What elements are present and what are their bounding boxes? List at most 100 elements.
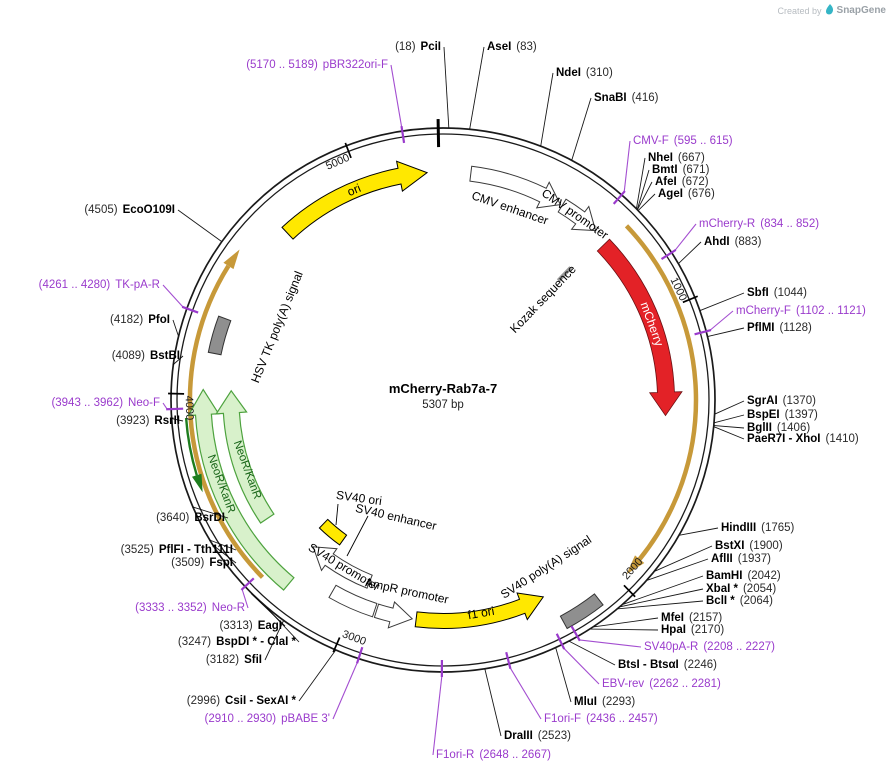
enzyme-site-label[interactable]: BspEI (1397) xyxy=(747,409,818,421)
enzyme-site-label[interactable]: (3509) FspI xyxy=(171,557,233,569)
enzyme-site-label[interactable]: BglII (1406) xyxy=(747,422,810,434)
primer-label[interactable]: (5170 .. 5189) pBR322ori-F xyxy=(246,59,388,71)
site-position: (2157) xyxy=(689,612,723,624)
enzyme-leader-line xyxy=(620,588,704,608)
feature-sv40-enhancer[interactable] xyxy=(328,584,378,618)
enzyme-site-label[interactable]: (3640) BsrDI xyxy=(156,512,225,524)
primer-site-tick xyxy=(570,625,581,642)
feature-neor-kanr-outer[interactable] xyxy=(187,388,295,591)
site-name: BamHI xyxy=(706,570,743,582)
enzyme-site-label[interactable]: (4089) BstBI xyxy=(112,350,180,362)
feature-neor-kanr-inner[interactable] xyxy=(215,389,275,524)
plasmid-name[interactable]: mCherry-Rab7a-7 xyxy=(388,381,498,396)
site-position: (416) xyxy=(631,92,659,104)
primer-label[interactable]: (3333 .. 3352) Neo-R xyxy=(135,602,245,614)
primer-site-tick xyxy=(660,248,677,261)
enzyme-site-label[interactable]: HindIII (1765) xyxy=(721,522,794,534)
enzyme-site-label[interactable]: (4505) EcoO109I xyxy=(84,204,175,216)
enzyme-site-label[interactable]: AgeI (676) xyxy=(658,188,715,200)
site-name: PciI xyxy=(420,41,441,53)
feature-sv40-promoter[interactable] xyxy=(312,546,373,589)
kozak-marker[interactable] xyxy=(556,266,573,282)
enzyme-site-label[interactable]: MluI (2293) xyxy=(574,696,635,708)
primer-label[interactable]: (4261 .. 4280) TK-pA-R xyxy=(39,279,160,291)
site-position: (3247) xyxy=(177,636,212,648)
leader-line xyxy=(335,503,339,526)
primer-label[interactable]: F1ori-R (2648 .. 2667) xyxy=(436,749,551,761)
enzyme-site-label[interactable]: (3182) SfiI xyxy=(206,654,262,666)
scale-number: 4000 xyxy=(183,395,196,420)
enzyme-leader-line xyxy=(636,169,650,210)
gene-arc-left[interactable] xyxy=(187,264,265,579)
plasmid-title-block: mCherry-Rab7a-7 5307 bp xyxy=(389,381,497,411)
enzyme-site-label[interactable]: PflMI (1128) xyxy=(747,322,812,334)
enzyme-site-label[interactable]: BstXI (1900) xyxy=(715,540,783,552)
feature-sv40-ori[interactable] xyxy=(318,518,348,546)
enzyme-leader-line xyxy=(443,46,450,128)
enzyme-site-label[interactable]: (2996) CsiI - SexAI * xyxy=(187,695,296,707)
primer-leader-line xyxy=(579,639,642,648)
enzyme-site-label[interactable]: AseI (83) xyxy=(487,41,537,53)
enzyme-site-label[interactable]: XbaI * (2054) xyxy=(706,583,776,595)
small-reverse-arrow[interactable] xyxy=(184,417,198,476)
feature-cmv-promoter[interactable] xyxy=(557,198,597,232)
enzyme-site-label[interactable]: SnaBI (416) xyxy=(594,92,658,104)
enzyme-site-label[interactable]: PaeR7I - XhoI (1410) xyxy=(747,433,859,445)
site-name: F1ori-F xyxy=(544,713,582,725)
primer-label[interactable]: mCherry-R (834 .. 852) xyxy=(699,218,819,230)
enzyme-site-label[interactable]: NdeI (310) xyxy=(556,67,613,79)
enzyme-site-label[interactable]: NheI (667) xyxy=(648,152,705,164)
site-position: (83) xyxy=(516,41,537,53)
enzyme-site-label[interactable]: SgrAI (1370) xyxy=(747,395,816,407)
site-position: (676) xyxy=(687,188,715,200)
site-name: EcoO109I xyxy=(122,204,175,216)
enzyme-site-label[interactable]: AfeI (672) xyxy=(655,176,709,188)
enzyme-site-label[interactable]: MfeI (2157) xyxy=(661,612,722,624)
enzyme-site-label[interactable]: BamHI (2042) xyxy=(706,570,781,582)
feature-cmv-enhancer[interactable] xyxy=(469,165,562,209)
feature-hsv-tk-polya[interactable] xyxy=(207,315,232,356)
feature-sv40-polya[interactable] xyxy=(559,593,604,630)
primer-label[interactable]: (2910 .. 2930) pBABE 3' xyxy=(205,713,330,725)
site-position: (2170) xyxy=(690,624,725,636)
primer-label[interactable]: F1ori-F (2436 .. 2457) xyxy=(544,713,658,725)
enzyme-site-label[interactable]: SbfI (1044) xyxy=(747,287,807,299)
feature-ori[interactable] xyxy=(281,160,429,240)
site-name: mCherry-F xyxy=(736,305,791,317)
enzyme-site-label[interactable]: (3525) PflFI - Tth111I xyxy=(121,544,233,556)
snapgene-logo-icon xyxy=(825,4,834,17)
primer-label[interactable]: (3943 .. 3962) Neo-F xyxy=(51,397,160,409)
enzyme-site-label[interactable]: BmtI (671) xyxy=(652,164,709,176)
feature-mcherry[interactable] xyxy=(596,238,683,417)
enzyme-site-label[interactable]: AhdI (883) xyxy=(704,236,761,248)
primer-label[interactable]: EBV-rev (2262 .. 2281) xyxy=(602,678,721,690)
enzyme-site-label[interactable]: DraIII (2523) xyxy=(504,730,571,742)
enzyme-site-label[interactable]: BtsI - BtsαI (2246) xyxy=(618,659,717,671)
enzyme-site-label[interactable]: (3923) RsrII xyxy=(116,415,180,427)
enzyme-leader-line xyxy=(571,97,592,161)
site-name: PflFI - Tth111I xyxy=(158,544,233,556)
primer-leader-line xyxy=(390,64,403,128)
site-position: (1900) xyxy=(749,540,783,552)
enzyme-site-label[interactable]: AflII (1937) xyxy=(711,553,771,565)
enzyme-site-label[interactable]: (3313) EagI xyxy=(219,620,282,632)
site-name: BtsI - BtsαI xyxy=(618,659,679,671)
enzyme-site-label[interactable]: HpaI (2170) xyxy=(661,624,724,636)
site-position: (883) xyxy=(734,236,762,248)
primer-label[interactable]: CMV-F (595 .. 615) xyxy=(633,135,733,147)
feature-ampr-promoter[interactable] xyxy=(373,601,414,629)
primer-label[interactable]: mCherry-F (1102 .. 1121) xyxy=(736,305,866,317)
site-position: (1128) xyxy=(779,322,812,334)
feature-f1-ori[interactable] xyxy=(414,592,545,629)
site-position: (3640) xyxy=(156,512,190,524)
enzyme-leader-line xyxy=(208,539,237,551)
enzyme-site-label[interactable]: BclI * (2064) xyxy=(706,595,773,607)
enzyme-site-label[interactable]: (3247) BspDI * - ClaI * xyxy=(178,636,296,648)
gene-arc-right[interactable] xyxy=(624,224,699,561)
enzyme-site-label[interactable]: (4182) PfoI xyxy=(110,314,170,326)
site-position: (3525) xyxy=(120,544,154,556)
enzyme-site-label[interactable]: (18) PciI xyxy=(395,41,441,53)
primer-label[interactable]: SV40pA-R (2208 .. 2227) xyxy=(644,641,775,653)
scale-number: 3000 xyxy=(340,628,367,648)
